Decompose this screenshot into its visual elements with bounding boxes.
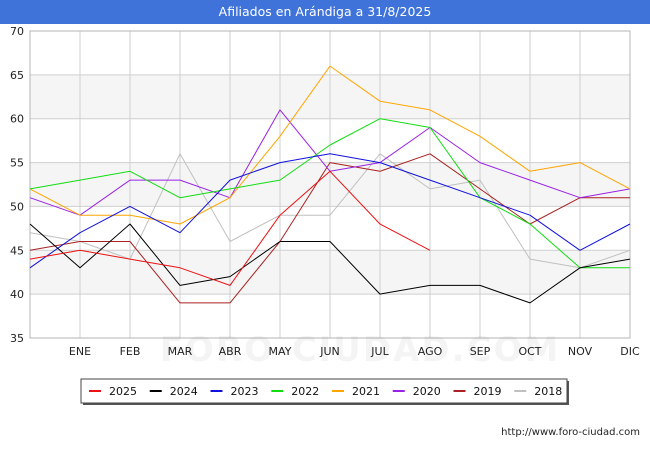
x-tick-label: SEP	[470, 345, 491, 358]
series-line-2022	[29, 118, 630, 269]
legend-label-2024: 2024	[170, 385, 198, 398]
x-tick-label: JUN	[319, 345, 340, 358]
legend-label-2023: 2023	[231, 385, 259, 398]
x-tick-label: ENE	[69, 345, 91, 358]
series-line-2024	[29, 223, 631, 304]
y-tick-label: 50	[10, 200, 24, 213]
y-tick-label: 45	[10, 244, 24, 257]
legend-label-2025: 2025	[109, 385, 137, 398]
watermark: FORO-CIUDAD.COM	[150, 330, 570, 370]
legend	[80, 378, 568, 404]
y-tick-label: 65	[10, 69, 24, 82]
chart-title: Afiliados en Arándiga a 31/8/2025	[0, 0, 650, 24]
legend-label-2020: 2020	[413, 385, 441, 398]
x-tick-label: ABR	[219, 345, 242, 358]
plot-border	[29, 30, 631, 339]
series-line-2023	[29, 153, 631, 269]
y-tick-label: 60	[10, 113, 24, 126]
x-tick-label: NOV	[568, 345, 593, 358]
x-tick-label: OCT	[518, 345, 541, 358]
series-line-2025	[29, 170, 431, 286]
legend-label-2018: 2018	[534, 385, 562, 398]
source-url[interactable]: http://www.foro-ciudad.com	[501, 427, 640, 438]
legend-label-2021: 2021	[352, 385, 380, 398]
x-tick-label: DIC	[620, 345, 640, 358]
x-tick-label: MAR	[168, 345, 193, 358]
x-tick-label: FEB	[120, 345, 141, 358]
y-tick-label: 35	[10, 332, 24, 345]
y-tick-label: 70	[10, 25, 24, 38]
x-tick-label: JUL	[370, 345, 389, 358]
legend-label-2022: 2022	[291, 385, 319, 398]
series-line-2021	[29, 65, 631, 225]
y-tick-label: 40	[10, 288, 24, 301]
x-tick-label: MAY	[269, 345, 292, 358]
x-tick-label: AGO	[418, 345, 443, 358]
legend-label-2019: 2019	[474, 385, 502, 398]
y-tick-label: 55	[10, 157, 24, 170]
